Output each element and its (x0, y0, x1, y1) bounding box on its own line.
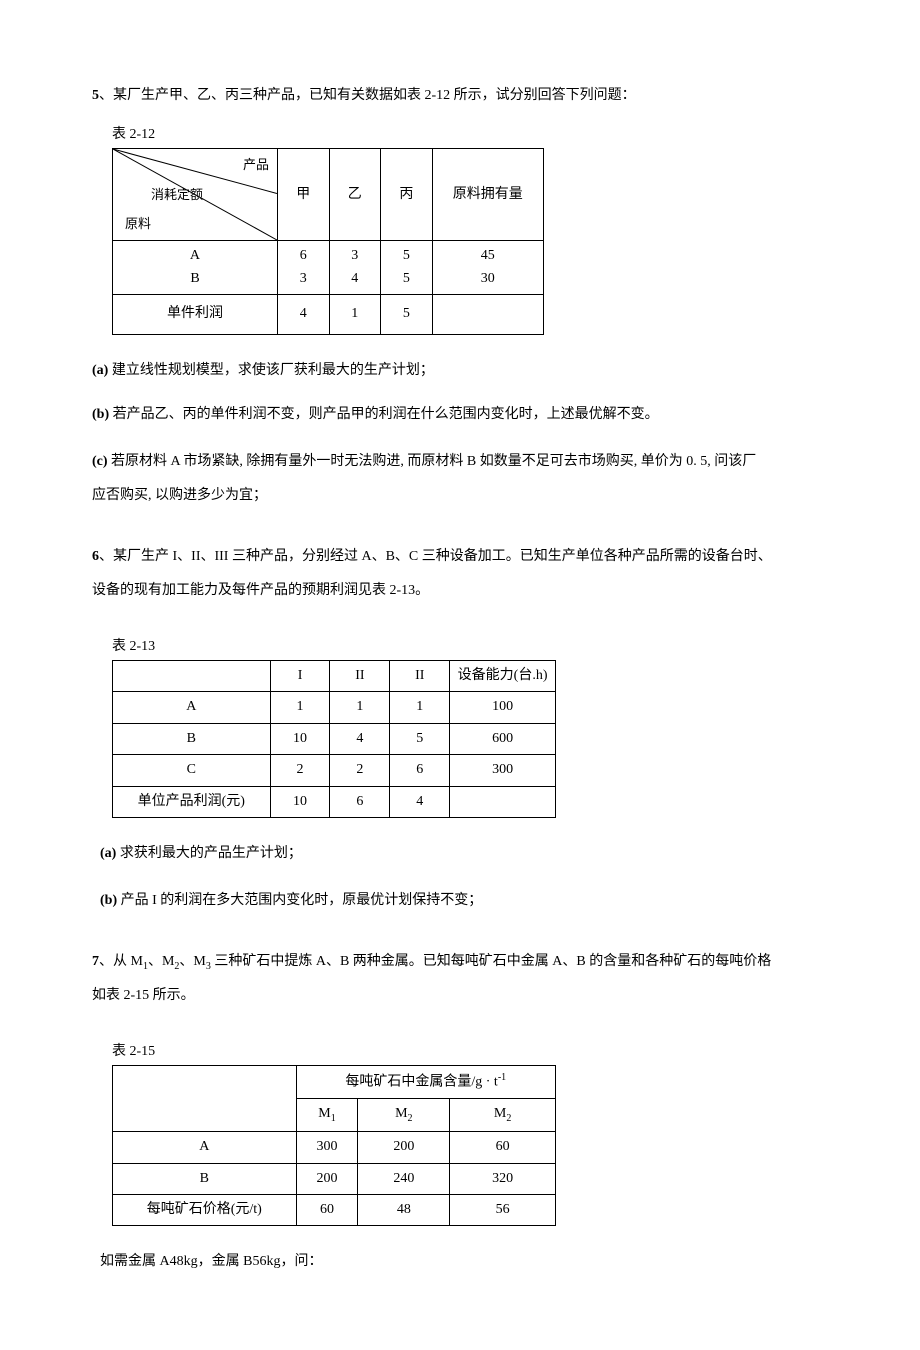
cell: 5 (390, 723, 450, 754)
table-row: 每吨矿石价格(元/t) 60 48 56 (113, 1194, 556, 1225)
table-row: C 2 2 6 300 (113, 755, 556, 786)
cell: 100 (450, 692, 556, 723)
table-row: I II II 设备能力(台.h) (113, 660, 556, 691)
diagonal-header-cell: 产品 消耗定额 原料 (113, 149, 278, 241)
cell: 1 (329, 295, 381, 335)
q5-part-a: (a) 建立线性规划模型，求使该厂获利最大的生产计划； (92, 357, 828, 385)
cell: 200 (296, 1163, 358, 1194)
cell: 4530 (432, 241, 543, 295)
cell: 55 (381, 241, 433, 295)
table-row: 单件利润 4 1 5 (113, 295, 544, 335)
q5-table-caption: 表 2-12 (112, 124, 828, 146)
cell (432, 295, 543, 335)
table-row: B 200 240 320 (113, 1163, 556, 1194)
q6-table-caption: 表 2-13 (112, 636, 828, 658)
col-header: II (330, 660, 390, 691)
cell: 1 (330, 692, 390, 723)
q5-part-b: (b) 若产品乙、丙的单件利润不变，则产品甲的利润在什么范围内变化时，上述最优解… (92, 401, 828, 429)
diag-label-quota: 消耗定额 (151, 185, 203, 206)
col-header: II (390, 660, 450, 691)
row-header: A (113, 1132, 297, 1163)
diag-label-product: 产品 (243, 155, 269, 176)
cell: 300 (450, 755, 556, 786)
cell: 34 (329, 241, 381, 295)
col-header: 设备能力(台.h) (450, 660, 556, 691)
cell: 63 (277, 241, 329, 295)
q6-number: 6 (92, 549, 99, 564)
cell: 10 (270, 786, 330, 817)
q5-text: 、某厂生产甲、乙、丙三种产品，已知有关数据如表 2-12 所示，试分别回答下列问… (99, 88, 636, 103)
row-header: C (113, 755, 271, 786)
col-header: M1 (296, 1099, 358, 1132)
part-label: (c) (92, 454, 111, 469)
q5-stem: 5、某厂生产甲、乙、丙三种产品，已知有关数据如表 2-12 所示，试分别回答下列… (92, 82, 828, 110)
cell: 2 (330, 755, 390, 786)
part-label: (b) (100, 893, 121, 908)
cell: 60 (296, 1194, 358, 1225)
cell: 6 (390, 755, 450, 786)
cell: 1 (390, 692, 450, 723)
q6-stem: 6、某厂生产 I、II、III 三种产品，分别经过 A、B、C 三种设备加工。已… (92, 540, 828, 607)
cell: 600 (450, 723, 556, 754)
cell: 6 (330, 786, 390, 817)
q7-stem: 7、从 M1、M2、M3 三种矿石中提炼 A、B 两种金属。已知每吨矿石中金属 … (92, 945, 828, 1012)
cell: 2 (270, 755, 330, 786)
row-header: 单件利润 (113, 295, 278, 335)
part-label: (a) (92, 363, 112, 378)
diag-label-material: 原料 (125, 214, 151, 235)
col-header: M2 (450, 1099, 556, 1132)
col-header: 甲 (277, 149, 329, 241)
q7-tail: 如需金属 A48kg，金属 B56kg，问： (92, 1248, 828, 1276)
row-header: B (113, 1163, 297, 1194)
cell (450, 786, 556, 817)
q6-part-b: (b) 产品 I 的利润在多大范围内变化时，原最优计划保持不变； (92, 884, 828, 918)
q6-part-a: (a) 求获利最大的产品生产计划； (92, 840, 828, 868)
row-header: 每吨矿石价格(元/t) (113, 1194, 297, 1225)
cell: 320 (450, 1163, 556, 1194)
part-label: (b) (92, 407, 113, 422)
col-header: 乙 (329, 149, 381, 241)
q7-number: 7 (92, 954, 99, 969)
table-row: 产品 消耗定额 原料 甲 乙 丙 原料拥有量 (113, 149, 544, 241)
cell: 5 (381, 295, 433, 335)
cell: 200 (358, 1132, 450, 1163)
q6-table: I II II 设备能力(台.h) A 1 1 1 100 B 10 4 5 6… (112, 660, 556, 818)
span-header: 每吨矿石中金属含量/g · t-1 (296, 1066, 555, 1099)
col-header (113, 660, 271, 691)
table-row: AB 63 34 55 4530 (113, 241, 544, 295)
cell: 4 (330, 723, 390, 754)
row-header: AB (113, 241, 278, 295)
cell: 10 (270, 723, 330, 754)
part-label: (a) (100, 846, 120, 861)
q5-part-c: (c) 若原材料 A 市场紧缺, 除拥有量外一时无法购进, 而原材料 B 如数量… (92, 445, 828, 512)
row-header: A (113, 692, 271, 723)
cell: 4 (390, 786, 450, 817)
cell: 48 (358, 1194, 450, 1225)
table-row: 单位产品利润(元) 10 6 4 (113, 786, 556, 817)
cell: 60 (450, 1132, 556, 1163)
col-header: M2 (358, 1099, 450, 1132)
col-header: I (270, 660, 330, 691)
table-row: A 1 1 1 100 (113, 692, 556, 723)
row-header: 单位产品利润(元) (113, 786, 271, 817)
q5-number: 5 (92, 88, 99, 103)
table-row: A 300 200 60 (113, 1132, 556, 1163)
cell: 56 (450, 1194, 556, 1225)
q5-table: 产品 消耗定额 原料 甲 乙 丙 原料拥有量 AB 63 34 55 4530 … (112, 148, 544, 335)
table-row: B 10 4 5 600 (113, 723, 556, 754)
cell: 240 (358, 1163, 450, 1194)
cell: 300 (296, 1132, 358, 1163)
table-row: 每吨矿石中金属含量/g · t-1 (113, 1066, 556, 1099)
empty-header (113, 1066, 297, 1132)
cell: 1 (270, 692, 330, 723)
col-header: 丙 (381, 149, 433, 241)
row-header: B (113, 723, 271, 754)
q7-table: 每吨矿石中金属含量/g · t-1 M1 M2 M2 A 300 200 60 … (112, 1065, 556, 1226)
q7-table-caption: 表 2-15 (112, 1041, 828, 1063)
cell: 4 (277, 295, 329, 335)
col-header: 原料拥有量 (432, 149, 543, 241)
